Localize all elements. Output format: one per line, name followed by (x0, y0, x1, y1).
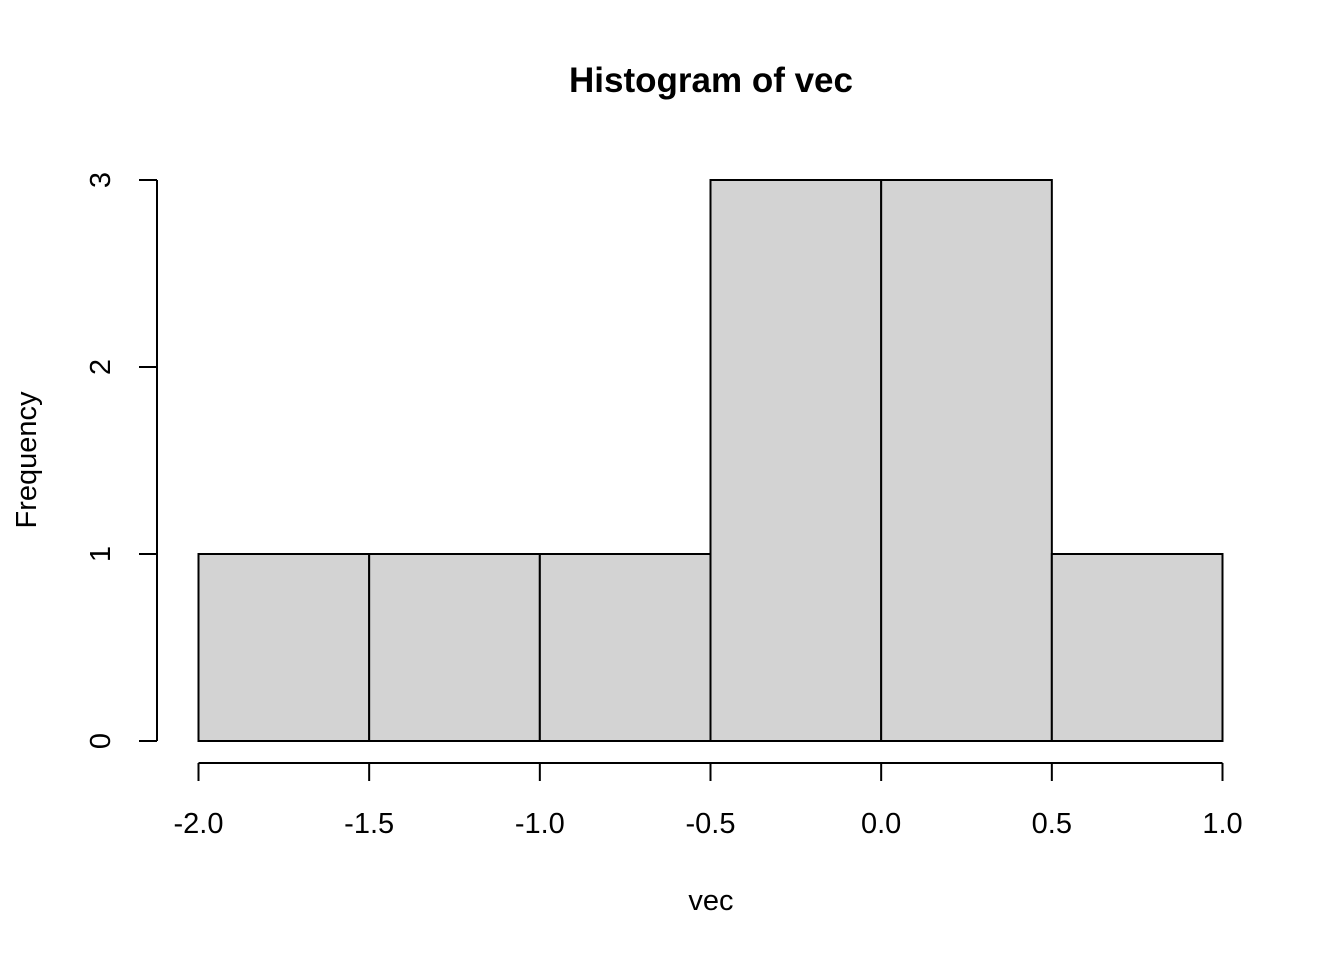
y-tick-label: 2 (85, 359, 117, 375)
histogram-bar (368, 553, 541, 742)
chart-title: Histogram of vec (569, 61, 853, 100)
x-axis: -2.0 -1.5 -1.0 -0.5 0.0 0.5 1.0 (174, 762, 1243, 840)
histogram-bar (1050, 553, 1224, 742)
y-tick-label: 0 (85, 733, 117, 749)
x-tick-label: -1.0 (515, 808, 565, 840)
x-tick-label: 0.0 (861, 808, 901, 840)
bars-group (197, 179, 1224, 742)
histogram-bar (709, 179, 883, 742)
y-axis: 0 1 2 3 (85, 172, 158, 749)
x-tick-label: 1.0 (1202, 808, 1242, 840)
histogram-bar (538, 553, 712, 742)
x-axis-label: vec (688, 885, 733, 917)
histogram-bar (880, 179, 1053, 742)
y-tick-label: 1 (85, 546, 117, 562)
x-tick-label: 0.5 (1032, 808, 1072, 840)
x-tick-label: -2.0 (174, 808, 224, 840)
histogram-bar (197, 553, 371, 742)
x-tick-label: -0.5 (686, 808, 736, 840)
x-tick-label: -1.5 (344, 808, 394, 840)
y-axis-label: Frequency (11, 391, 43, 529)
y-tick-label: 3 (85, 172, 117, 188)
